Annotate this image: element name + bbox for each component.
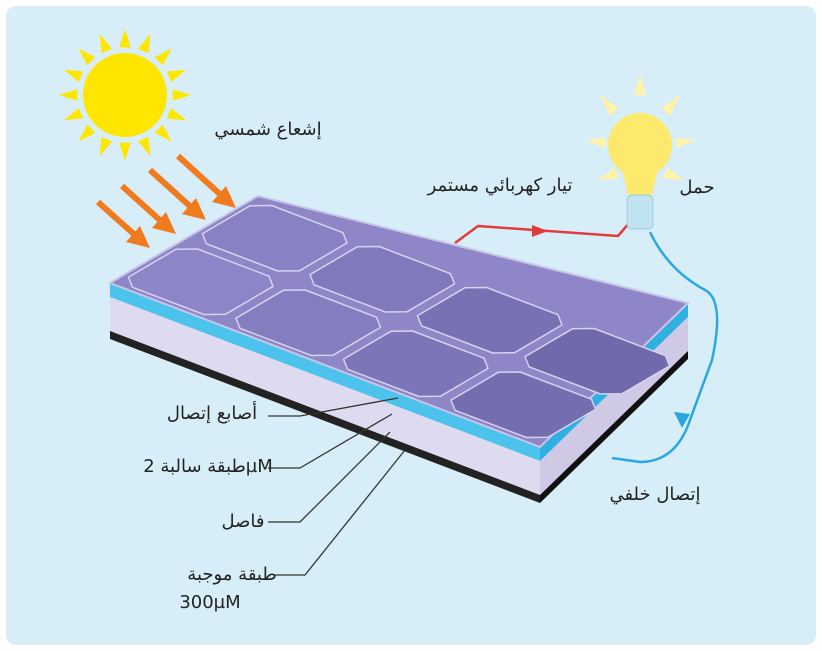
sun-ray [154, 48, 172, 66]
sun-ray [119, 142, 131, 161]
wire-arrow [674, 412, 690, 428]
solar-radiation-label: إشعاع شمسي [214, 119, 321, 140]
sun-ray [137, 34, 151, 54]
sun-ray [59, 89, 78, 101]
separator-label: فاصل [221, 511, 264, 532]
positive-layer-label: طبقة موجبة [187, 564, 276, 585]
light-bulb [585, 75, 696, 230]
current-label: تيار كهربائي مستمر [427, 175, 573, 196]
panel-layer [110, 331, 540, 503]
contact-fingers-label: أصابع إتصال [167, 401, 257, 424]
sun-disk [83, 53, 167, 137]
solar-cell [235, 289, 382, 357]
sun-ray [166, 107, 186, 121]
leader-lines [268, 397, 406, 576]
sun-ray [78, 124, 96, 142]
solar-panel [107, 194, 690, 503]
solar-cell [450, 371, 597, 439]
sun-ray [64, 69, 84, 83]
radiation-arrows [95, 153, 236, 248]
panel-layer [110, 297, 540, 495]
panel-layer [110, 283, 540, 461]
solar-cell [416, 286, 563, 354]
solar-cell [309, 245, 456, 313]
sun-ray [99, 136, 113, 156]
negative-layer-label: طبقة سالبة 2µM [143, 456, 273, 477]
load-label: حمل [679, 177, 714, 198]
panel-layer [540, 351, 688, 503]
back-contact-label: إتصال خلفي [609, 484, 700, 505]
sun [59, 29, 191, 161]
sun-ray [137, 136, 151, 156]
sun-ray [119, 29, 131, 48]
sun-ray [172, 89, 191, 101]
sun-ray [166, 69, 186, 83]
negative-wire [611, 231, 719, 464]
wire-arrow [532, 225, 548, 237]
sun-ray [154, 124, 172, 142]
solar-cell [524, 327, 671, 395]
solar-cell [201, 204, 348, 272]
sun-ray [64, 107, 84, 121]
solar-cell [127, 248, 274, 316]
sun-ray [78, 48, 96, 66]
solar-cell [342, 330, 489, 398]
sun-ray [99, 34, 113, 54]
positive-thickness-label: 300µM [179, 592, 240, 613]
